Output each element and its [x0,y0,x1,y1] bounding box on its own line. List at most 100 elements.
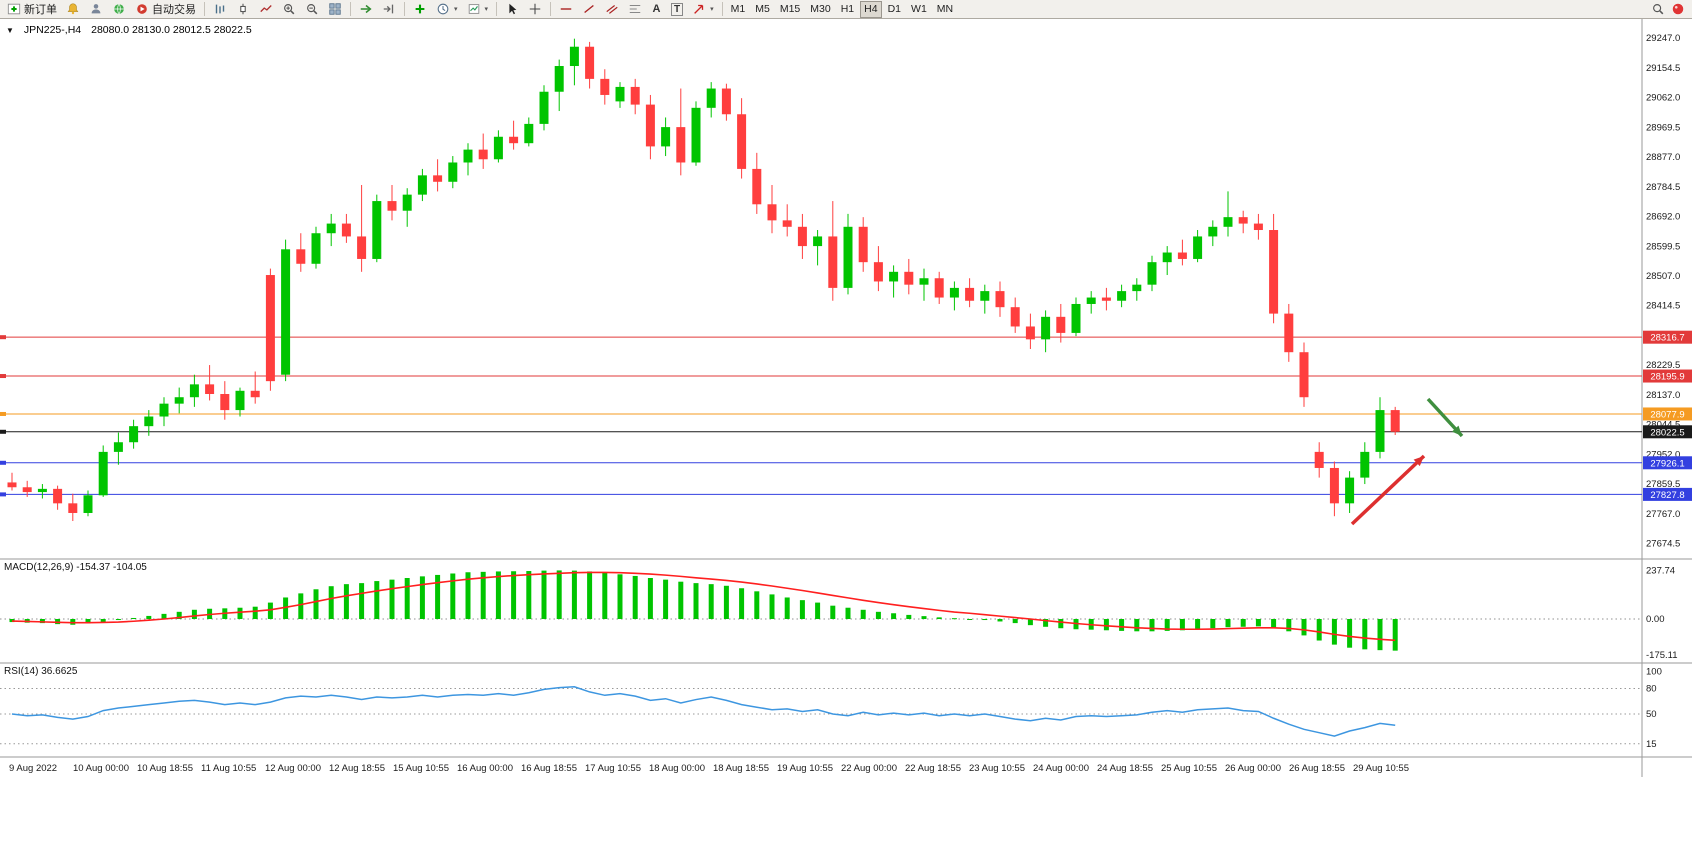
auto-trading-icon [137,4,147,14]
svg-text:28599.5: 28599.5 [1646,241,1680,252]
bar-chart-icon [215,4,225,14]
main-toolbar: 新订单 自动交易 [0,0,1692,19]
tile-windows-button[interactable] [324,1,346,18]
svg-text:9 Aug 2022: 9 Aug 2022 [9,763,57,774]
auto-trading-button[interactable]: 自动交易 [131,1,200,18]
timeframe-D1[interactable]: D1 [887,3,902,15]
timeframe-H1[interactable]: H1 [840,3,855,15]
svg-text:27827.8: 27827.8 [1650,490,1684,501]
timeframe-MN[interactable]: MN [936,3,954,15]
timeframe-W1[interactable]: W1 [911,3,927,15]
chart-shift-button[interactable] [378,1,400,18]
horizontal-lines [0,335,1642,497]
timeframe-M1[interactable]: M1 [730,3,746,15]
trendline-tool-button[interactable] [578,1,600,18]
templates-button[interactable]: ▾ [463,1,493,18]
bar-chart-button[interactable] [209,1,231,18]
macd-label: MACD(12,26,9) -154.37 -104.05 [4,562,147,573]
svg-text:28137.0: 28137.0 [1646,390,1680,401]
timeframe-M5[interactable]: M5 [755,3,770,15]
svg-text:29154.5: 29154.5 [1646,63,1680,74]
svg-text:28195.9: 28195.9 [1650,372,1684,383]
fibonacci-tool-button[interactable] [624,1,646,18]
community-button[interactable] [108,1,130,18]
notification-icon[interactable] [1671,2,1685,16]
time-axis: 9 Aug 2022 10 Aug 00:00 10 Aug 18:55 11 Aug… [9,763,1409,774]
auto-scroll-icon [360,4,372,14]
svg-text:24 Aug 00:00: 24 Aug 00:00 [1033,763,1089,774]
svg-text:18 Aug 18:55: 18 Aug 18:55 [713,763,769,774]
trendline-icon [584,4,594,14]
svg-text:19 Aug 10:55: 19 Aug 10:55 [777,763,833,774]
svg-text:28316.7: 28316.7 [1650,333,1684,344]
svg-text:27859.5: 27859.5 [1646,479,1680,490]
svg-text:100: 100 [1646,667,1662,678]
line-chart-button[interactable] [255,1,277,18]
svg-text:25 Aug 10:55: 25 Aug 10:55 [1161,763,1217,774]
arrows-tool-button[interactable]: ▾ [688,1,718,18]
svg-text:10 Aug 00:00: 10 Aug 00:00 [73,763,129,774]
svg-text:16 Aug 18:55: 16 Aug 18:55 [521,763,577,774]
horizontal-line-icon [560,8,572,10]
svg-text:28969.5: 28969.5 [1646,122,1680,133]
toolbar-separator [404,2,405,16]
indicators-plus-icon [415,4,425,14]
macd-panel [0,570,1642,651]
tile-windows-icon [329,3,341,15]
chart-shift-icon [383,4,394,14]
svg-text:23 Aug 10:55: 23 Aug 10:55 [969,763,1025,774]
timeframe-M15[interactable]: M15 [779,3,801,15]
zoom-in-button[interactable] [278,1,300,18]
svg-text:22 Aug 00:00: 22 Aug 00:00 [841,763,897,774]
candlestick-button[interactable] [232,1,254,18]
svg-text:28507.0: 28507.0 [1646,271,1680,282]
chart-canvas[interactable]: 29247.0 29154.5 29062.0 28969.5 28877.0 28784… [0,19,1692,781]
alerts-button[interactable] [62,1,84,18]
dropdown-icon: ▾ [454,6,458,13]
auto-scroll-button[interactable] [355,1,377,18]
toolbar-separator [350,2,351,16]
zoom-out-button[interactable] [301,1,323,18]
indicators-button[interactable] [409,1,431,18]
text-label-tool-button[interactable]: T [667,1,687,18]
panel-separators [0,19,1692,777]
toolbar-right [1651,2,1689,16]
cursor-button[interactable] [501,1,523,18]
svg-text:18 Aug 00:00: 18 Aug 00:00 [649,763,705,774]
crosshair-button[interactable] [524,1,546,18]
svg-text:28022.5: 28022.5 [1650,427,1684,438]
svg-text:29062.0: 29062.0 [1646,93,1680,104]
svg-text:237.74: 237.74 [1646,565,1675,576]
svg-text:28077.9: 28077.9 [1650,409,1684,420]
svg-text:12 Aug 00:00: 12 Aug 00:00 [265,763,321,774]
svg-text:80: 80 [1646,684,1657,695]
timeframe-H4[interactable]: H4 [860,0,882,18]
rsi-label: RSI(14) 36.6625 [4,666,78,677]
dropdown-icon: ▾ [484,6,489,13]
timeframe-M30[interactable]: M30 [810,3,831,15]
candles-layer [7,38,1400,522]
svg-text:11 Aug 10:55: 11 Aug 10:55 [201,763,256,774]
channel-tool-button[interactable] [601,1,623,18]
horizontal-line-tool-button[interactable] [555,1,577,18]
price-axis: 29247.0 29154.5 29062.0 28969.5 28877.0 28784… [1643,33,1692,750]
text-label-tool-icon: T [671,2,684,16]
svg-text:27926.1: 27926.1 [1650,458,1684,469]
text-tool-button[interactable]: A [647,1,666,18]
dropdown-icon: ▾ [710,6,714,13]
cursor-icon [509,3,517,15]
periods-button[interactable]: ▾ [432,1,462,18]
svg-text:28877.0: 28877.0 [1646,152,1680,163]
search-icon[interactable] [1651,2,1665,16]
svg-text:24 Aug 18:55: 24 Aug 18:55 [1097,763,1153,774]
profile-button[interactable] [85,1,107,18]
toolbar-separator [721,2,723,16]
arrow-tool-icon [694,4,704,14]
svg-text:27952.0: 27952.0 [1646,449,1680,460]
svg-text:28692.0: 28692.0 [1646,212,1680,223]
svg-text:10 Aug 18:55: 10 Aug 18:55 [137,763,193,774]
svg-text:26 Aug 18:55: 26 Aug 18:55 [1289,763,1345,774]
new-order-button[interactable]: 新订单 [3,1,61,18]
chart-menu-icon[interactable]: ▼ [6,25,14,35]
timeframe-group: M1 M5 M15 M30 H1 H4 D1 W1 MN [727,0,957,18]
